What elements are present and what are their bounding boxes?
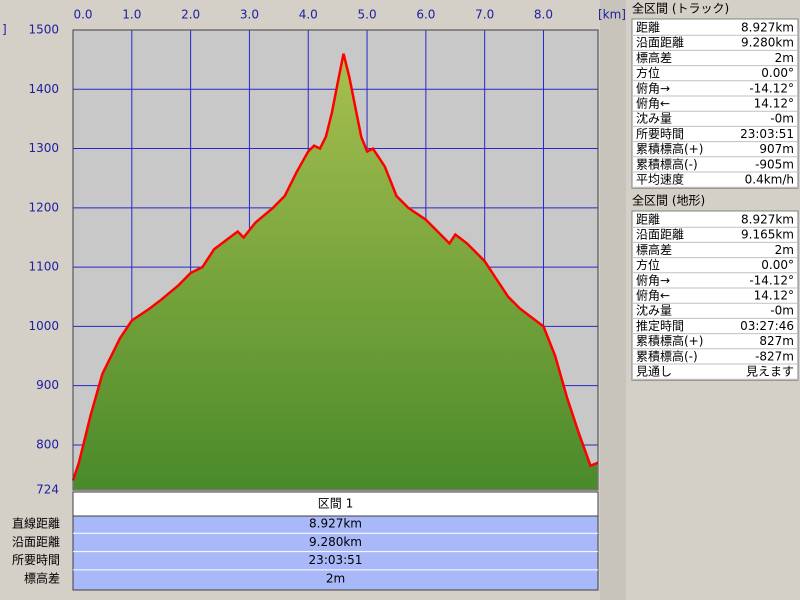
row-label: 俯角←: [636, 96, 670, 111]
x-unit: [km]: [598, 8, 626, 22]
row-label: 俯角→: [636, 80, 670, 95]
row-label: 標高差: [636, 242, 672, 257]
row-value: 2m: [775, 243, 794, 257]
y-tick-label: 1400: [28, 82, 59, 96]
row-value: -905m: [755, 157, 794, 171]
row-label: 累積標高(+): [636, 333, 703, 348]
row-label: 沿面距離: [636, 228, 684, 242]
row-value: 0.00°: [761, 66, 794, 80]
row-value: 827m: [759, 334, 794, 348]
section-body: [72, 515, 599, 591]
row-value: 0.00°: [761, 258, 794, 272]
y-tick-label: 1100: [28, 260, 59, 274]
row-label: 所要時間: [636, 127, 684, 141]
row-label: 俯角←: [636, 288, 670, 303]
section-label: 直線距離: [12, 516, 60, 531]
x-tick-label: 2.0: [181, 8, 200, 22]
plot-border: [72, 29, 599, 491]
row-label: 累積標高(+): [636, 141, 703, 156]
section-label: 所要時間: [12, 553, 60, 567]
row-value: 8.927km: [741, 213, 794, 227]
row-value: 8.927km: [741, 21, 794, 35]
row-value: -0m: [770, 304, 794, 318]
row-label: 見通し: [636, 365, 672, 379]
panel-body: [631, 210, 799, 381]
section-title: 区間 1: [318, 497, 353, 511]
row-label: 累積標高(-): [636, 348, 698, 363]
panel-title: 全区間 (トラック): [632, 1, 729, 16]
row-value: 9.280km: [741, 36, 794, 50]
splitter: [600, 0, 626, 600]
row-value: 907m: [759, 142, 794, 156]
row-value: -14.12°: [749, 81, 794, 95]
y-tick-label: 1300: [28, 141, 59, 155]
row-value: 9.165km: [741, 228, 794, 242]
row-value: 2m: [775, 51, 794, 65]
y-tick-label: 1500: [28, 23, 59, 37]
panel-header-bg: [630, 0, 800, 17]
row-label: 方位: [636, 65, 660, 80]
row-label: 推定時間: [636, 318, 684, 333]
row-label: 沈み量: [636, 111, 672, 126]
row-value: -827m: [755, 349, 794, 363]
row-label: 平均速度: [636, 172, 684, 187]
row-label: 俯角→: [636, 272, 670, 287]
row-label: 距離: [636, 21, 660, 35]
y-tick-label: 1200: [28, 200, 59, 214]
x-tick-label: 7.0: [475, 8, 494, 22]
x-tick-label: 1.0: [122, 8, 141, 22]
row-value: 03:27:46: [740, 319, 794, 333]
y-unit: ]: [2, 23, 7, 37]
row-label: 累積標高(-): [636, 156, 698, 171]
x-tick-label: 3.0: [240, 8, 259, 22]
row-value: 14.12°: [754, 289, 794, 303]
row-label: 方位: [636, 257, 660, 272]
row-value: 0.4km/h: [745, 173, 794, 187]
section-value: 2m: [326, 571, 345, 585]
section-label: 標高差: [24, 570, 60, 585]
y-tick-label: 900: [36, 378, 59, 392]
row-label: 沿面距離: [636, 36, 684, 50]
y-tick-label: 724: [36, 483, 59, 497]
track-line: [71, 53, 599, 481]
x-tick-label: 6.0: [416, 8, 435, 22]
row-value: -0m: [770, 112, 794, 126]
section-value: 8.927km: [309, 517, 362, 531]
panel-body: [631, 18, 799, 189]
section-label: 沿面距離: [12, 535, 60, 549]
y-tick-label: 1000: [28, 319, 59, 333]
row-label: 距離: [636, 213, 660, 227]
row-label: 沈み量: [636, 303, 672, 318]
row-value: 23:03:51: [740, 127, 794, 141]
row-label: 標高差: [636, 50, 672, 65]
row-value: 見えます: [746, 365, 794, 379]
section-header: [72, 491, 599, 517]
plot: [71, 29, 599, 491]
x-tick-label: 8.0: [534, 8, 553, 22]
x-tick-label: 5.0: [358, 8, 377, 22]
y-tick-label: 800: [36, 437, 59, 451]
x-tick-label: 4.0: [299, 8, 318, 22]
x-tick-label: 0.0: [73, 8, 92, 22]
row-value: 14.12°: [754, 97, 794, 111]
row-value: -14.12°: [749, 273, 794, 287]
section-value: 23:03:51: [309, 553, 363, 567]
panel-header-bg: [630, 192, 800, 209]
panel-title: 全区間 (地形): [632, 193, 705, 208]
section-value: 9.280km: [309, 535, 362, 549]
